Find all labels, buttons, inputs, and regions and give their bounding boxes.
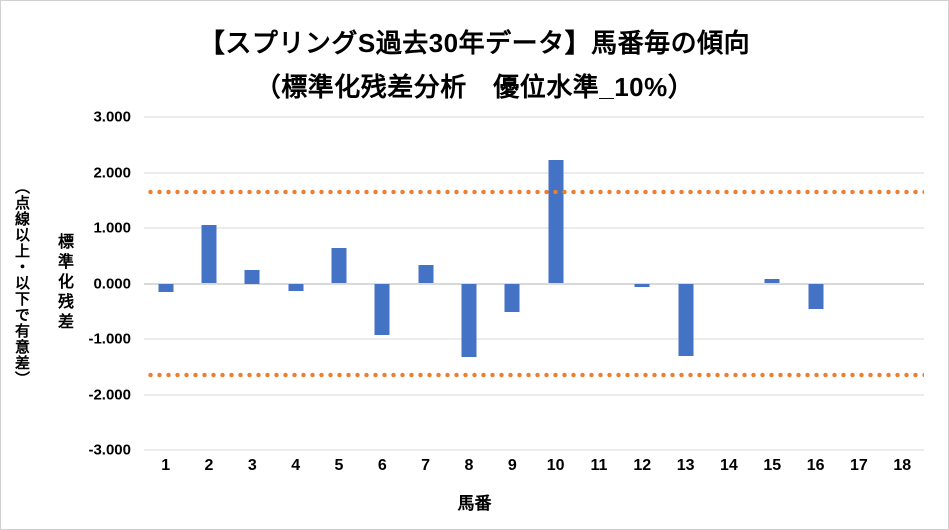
x-category-label: 6 <box>377 457 387 474</box>
threshold-dotted-line <box>144 189 924 195</box>
bar <box>764 278 780 284</box>
bar <box>244 269 260 284</box>
bar <box>808 283 824 310</box>
chart-subtitle: （標準化残差分析 優位水準_10%） <box>254 72 695 102</box>
x-category-label: 17 <box>850 457 868 474</box>
x-category-label: 3 <box>247 457 257 474</box>
bar <box>418 265 434 284</box>
x-category-label: 16 <box>806 457 825 474</box>
x-category-label: 12 <box>633 457 652 474</box>
x-axis-labels: 1 2 3 4 5 6 7 8 9 10 11 12 13 14 15 16 17 18 <box>144 457 924 475</box>
plot-area <box>144 116 924 451</box>
threshold-dotted-line <box>144 372 924 378</box>
gridline <box>144 116 924 118</box>
x-category-label: 14 <box>720 457 738 474</box>
x-category-label: 18 <box>893 457 912 474</box>
y-tick-label: 2.000 <box>93 164 131 181</box>
bar <box>374 283 390 336</box>
gridline <box>144 227 924 229</box>
x-category-label: 9 <box>507 457 517 474</box>
x-category-label: 8 <box>464 457 474 474</box>
y-tick-label: 3.000 <box>93 108 131 126</box>
y-tick-label: -2.000 <box>88 386 131 403</box>
x-category-label: 15 <box>763 457 782 474</box>
y-axis-title-main: 標準化残差 <box>55 233 72 333</box>
x-category-label: 11 <box>590 457 608 474</box>
x-category-label: 5 <box>334 457 344 474</box>
bar <box>288 283 304 292</box>
bar <box>331 247 347 284</box>
x-category-label: 7 <box>421 457 431 474</box>
x-category-label: 2 <box>204 457 214 474</box>
y-tick-labels: 3.000 2.000 1.000 0.000 -1.000 -2.000 -3.000 <box>61 109 131 459</box>
y-tick-label: -1.000 <box>88 330 131 348</box>
gridline <box>144 282 924 285</box>
bar <box>504 283 520 313</box>
gridline <box>144 338 924 340</box>
gridline <box>144 172 924 173</box>
x-axis-title: 馬番 <box>457 494 492 513</box>
y-tick-label: -3.000 <box>88 441 131 459</box>
gridline <box>144 449 924 451</box>
bar <box>548 160 564 284</box>
y-axis-title-sub: （点線以上・以下で有意差） <box>13 179 30 387</box>
gridline <box>144 394 924 395</box>
bar <box>634 283 650 287</box>
x-category-label: 4 <box>291 457 301 474</box>
bar <box>201 225 217 284</box>
chart-title: 【スプリングS過去30年データ】馬番毎の傾向 <box>198 28 751 58</box>
x-category-label: 10 <box>546 457 565 474</box>
bar <box>678 283 694 357</box>
bar <box>158 283 174 292</box>
y-tick-label: 0.000 <box>93 275 131 292</box>
x-category-label: 1 <box>161 457 171 474</box>
y-tick-label: 1.000 <box>93 219 131 237</box>
bar <box>461 283 477 357</box>
x-category-label: 13 <box>676 457 695 474</box>
